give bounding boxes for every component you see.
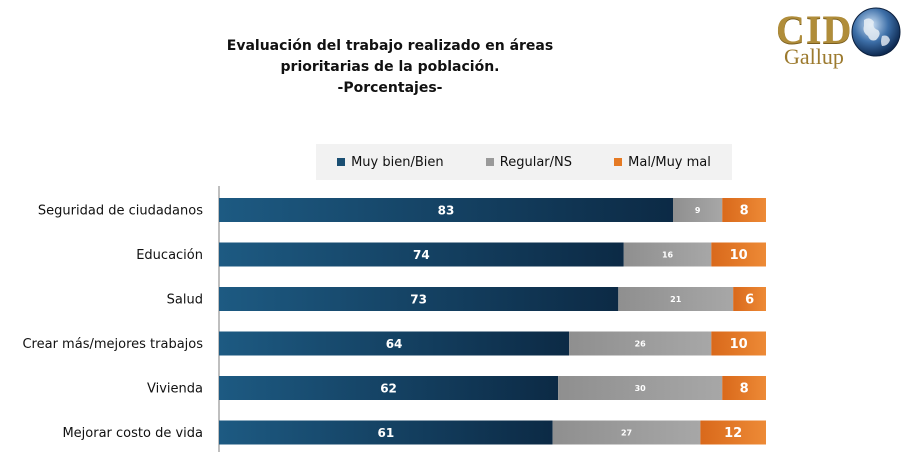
legend-label-muy-bien: Muy bien/Bien	[351, 154, 444, 170]
value-label: 16	[662, 250, 674, 259]
globe-icon	[851, 7, 901, 57]
chart-title: Evaluación del trabajo realizado en área…	[180, 36, 600, 99]
bar-mal	[711, 242, 766, 267]
bar-regular	[569, 331, 712, 356]
bar-regular	[618, 287, 734, 311]
bar-muy-bien	[219, 420, 553, 445]
cid-gallup-logo: CID Gallup	[772, 6, 904, 72]
bar-muy-bien	[219, 198, 674, 222]
value-label: 61	[377, 426, 394, 440]
legend-item-mal: Mal/Muy mal	[614, 155, 711, 170]
value-label: 9	[695, 206, 701, 215]
bar-muy-bien	[219, 242, 624, 267]
chart-title-line-2: prioritarias de la población.	[280, 59, 500, 75]
bar-mal	[722, 198, 766, 222]
category-label: Seguridad de ciudadanos	[38, 204, 203, 219]
bar-regular	[623, 242, 712, 267]
value-label: 62	[380, 381, 397, 395]
value-label: 73	[410, 292, 427, 306]
bar-muy-bien	[219, 376, 559, 400]
value-label: 64	[386, 337, 403, 351]
bar-muy-bien	[219, 331, 570, 356]
bar-mal	[711, 331, 766, 356]
chart-title-line-3: -Porcentajes-	[337, 80, 443, 96]
bar-muy-bien	[219, 287, 619, 311]
category-label: Salud	[167, 293, 203, 308]
legend-item-muy-bien: Muy bien/Bien	[337, 155, 444, 170]
logo-text-cid: CID	[776, 7, 853, 52]
value-label: 10	[730, 248, 748, 263]
category-label: Educación	[136, 248, 203, 263]
chart-title-line-1: Evaluación del trabajo realizado en área…	[226, 38, 554, 54]
bar-mal	[733, 287, 766, 311]
value-label: 83	[438, 203, 455, 217]
legend-label-regular: Regular/NS	[499, 154, 572, 170]
value-label: 30	[635, 384, 647, 393]
legend-item-regular: Regular/NS	[485, 154, 572, 170]
category-label: Vivienda	[147, 382, 203, 397]
legend-swatch-muy-bien	[337, 158, 346, 166]
legend-swatch-mal	[614, 158, 623, 166]
value-label: 21	[670, 295, 682, 304]
category-label: Crear más/mejores trabajos	[22, 337, 203, 352]
legend-swatch-regular	[485, 158, 494, 166]
chart-legend: Muy bien/Bien Regular/NS Mal/Muy mal	[316, 144, 732, 180]
value-label: 27	[621, 428, 632, 437]
value-label: 8	[740, 382, 749, 397]
category-label: Mejorar costo de vida	[62, 426, 203, 441]
bar-regular	[673, 198, 723, 222]
logo-text-gallup: Gallup	[784, 44, 844, 69]
value-label: 12	[724, 426, 742, 441]
bar-regular	[558, 376, 723, 400]
value-label: 26	[635, 339, 647, 348]
value-label: 8	[740, 204, 749, 219]
bar-mal	[700, 420, 766, 445]
bar-mal	[722, 376, 766, 400]
legend-label-mal: Mal/Muy mal	[628, 154, 711, 170]
value-label: 74	[413, 248, 430, 262]
value-label: 10	[730, 337, 748, 352]
bar-regular	[552, 420, 701, 445]
value-label: 6	[745, 293, 754, 308]
